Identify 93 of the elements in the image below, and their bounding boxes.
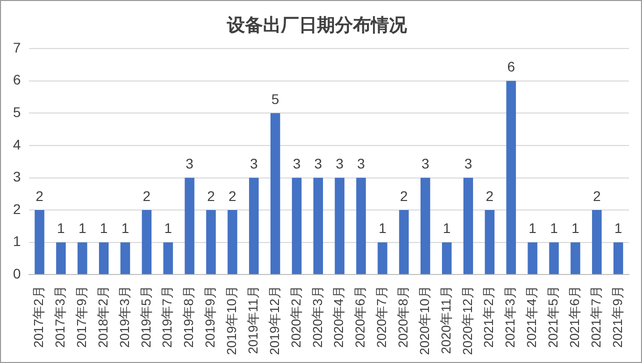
bar [484,210,494,274]
data-label: 3 [357,156,366,172]
data-label: 2 [400,188,408,204]
y-tick-label: 7 [12,39,21,56]
data-label: 3 [186,156,194,172]
y-tick-label: 0 [12,265,21,282]
bar [313,178,323,274]
data-label: 1 [378,220,387,236]
x-tick-label: 2018年2月 [95,286,110,348]
x-tick-label: 2020年11月 [438,286,454,354]
bar [34,210,44,274]
data-label: 5 [271,91,280,108]
data-label: 1 [164,220,172,236]
x-tick-label: 2021年9月 [610,286,625,348]
data-label: 1 [442,220,451,236]
data-label: 2 [142,188,151,204]
data-label: 3 [464,156,472,172]
data-label: 2 [228,188,237,204]
data-label: 1 [528,220,537,236]
data-label: 1 [100,220,108,236]
x-tick-label: 2020年2月 [288,286,304,348]
bar [249,178,259,274]
bar [399,210,409,274]
bar [506,80,516,274]
x-tick-label: 2019年11月 [245,286,260,354]
y-tick-label: 6 [12,72,21,88]
x-tick-label: 2019年3月 [116,286,132,348]
x-tick-label: 2020年8月 [396,286,410,348]
x-tick-label: 2020年12月 [460,286,475,356]
y-tick-label: 2 [12,200,21,217]
bar [163,242,173,274]
y-tick-label: 3 [12,168,21,185]
data-label: 2 [207,188,216,204]
bar [206,210,216,274]
data-label: 3 [336,156,344,172]
data-label: 3 [292,156,301,172]
bar [292,178,302,274]
x-tick-label: 2017年2月 [31,286,46,348]
bar [356,178,366,274]
x-tick-label: 2019年7月 [160,286,175,348]
bar [270,113,280,274]
bar [613,242,624,274]
bar [463,178,474,274]
data-label: 6 [507,58,516,75]
data-label: 1 [78,220,86,236]
x-tick-label: 2021年7月 [588,286,604,348]
x-tick-label: 2017年9月 [74,286,89,348]
data-label: 1 [572,220,580,236]
x-tick-label: 2020年10月 [416,286,432,356]
data-label: 3 [421,156,430,172]
data-label: 3 [314,156,322,172]
y-tick-label: 1 [12,233,21,250]
y-tick-label: 4 [12,136,21,152]
data-label: 1 [57,220,66,236]
bar [570,242,580,274]
x-tick-label: 2021年6月 [566,286,582,348]
data-label: 1 [550,220,558,236]
x-tick-label: 2019年9月 [202,286,218,348]
x-tick-label: 2017年3月 [52,286,68,348]
data-label: 1 [121,220,130,236]
x-tick-label: 2021年3月 [502,286,518,348]
bar [228,210,238,274]
bar [334,178,344,274]
bar [549,242,559,274]
chart-title: 设备出厂日期分布情况 [226,14,408,35]
data-label: 3 [250,156,258,172]
data-label: 2 [36,188,44,204]
bar [98,242,109,274]
bar [142,210,152,274]
x-tick-label: 2021年4月 [524,286,540,348]
bar [56,242,66,274]
bar [420,178,430,274]
x-tick-label: 2019年8月 [181,286,196,348]
bar [442,242,452,274]
bar [592,210,602,274]
data-label: 2 [592,188,601,204]
x-tick-label: 2019年12月 [266,286,282,356]
x-tick-label: 2020年3月 [310,286,325,348]
data-label: 1 [614,220,622,236]
x-tick-label: 2020年4月 [331,286,346,348]
x-tick-label: 2021年2月 [481,286,496,348]
x-tick-label: 2019年10月 [224,286,240,356]
bar [78,242,88,274]
x-tick-label: 2020年6月 [352,286,368,348]
bar [120,242,130,274]
bar [528,242,538,274]
y-tick-label: 5 [12,104,21,120]
x-tick-label: 2019年5月 [138,286,154,348]
data-label: 2 [486,188,494,204]
x-tick-label: 2021年5月 [546,286,561,348]
bar [378,242,388,274]
x-tick-label: 2020年7月 [374,286,390,348]
bar [184,178,194,274]
